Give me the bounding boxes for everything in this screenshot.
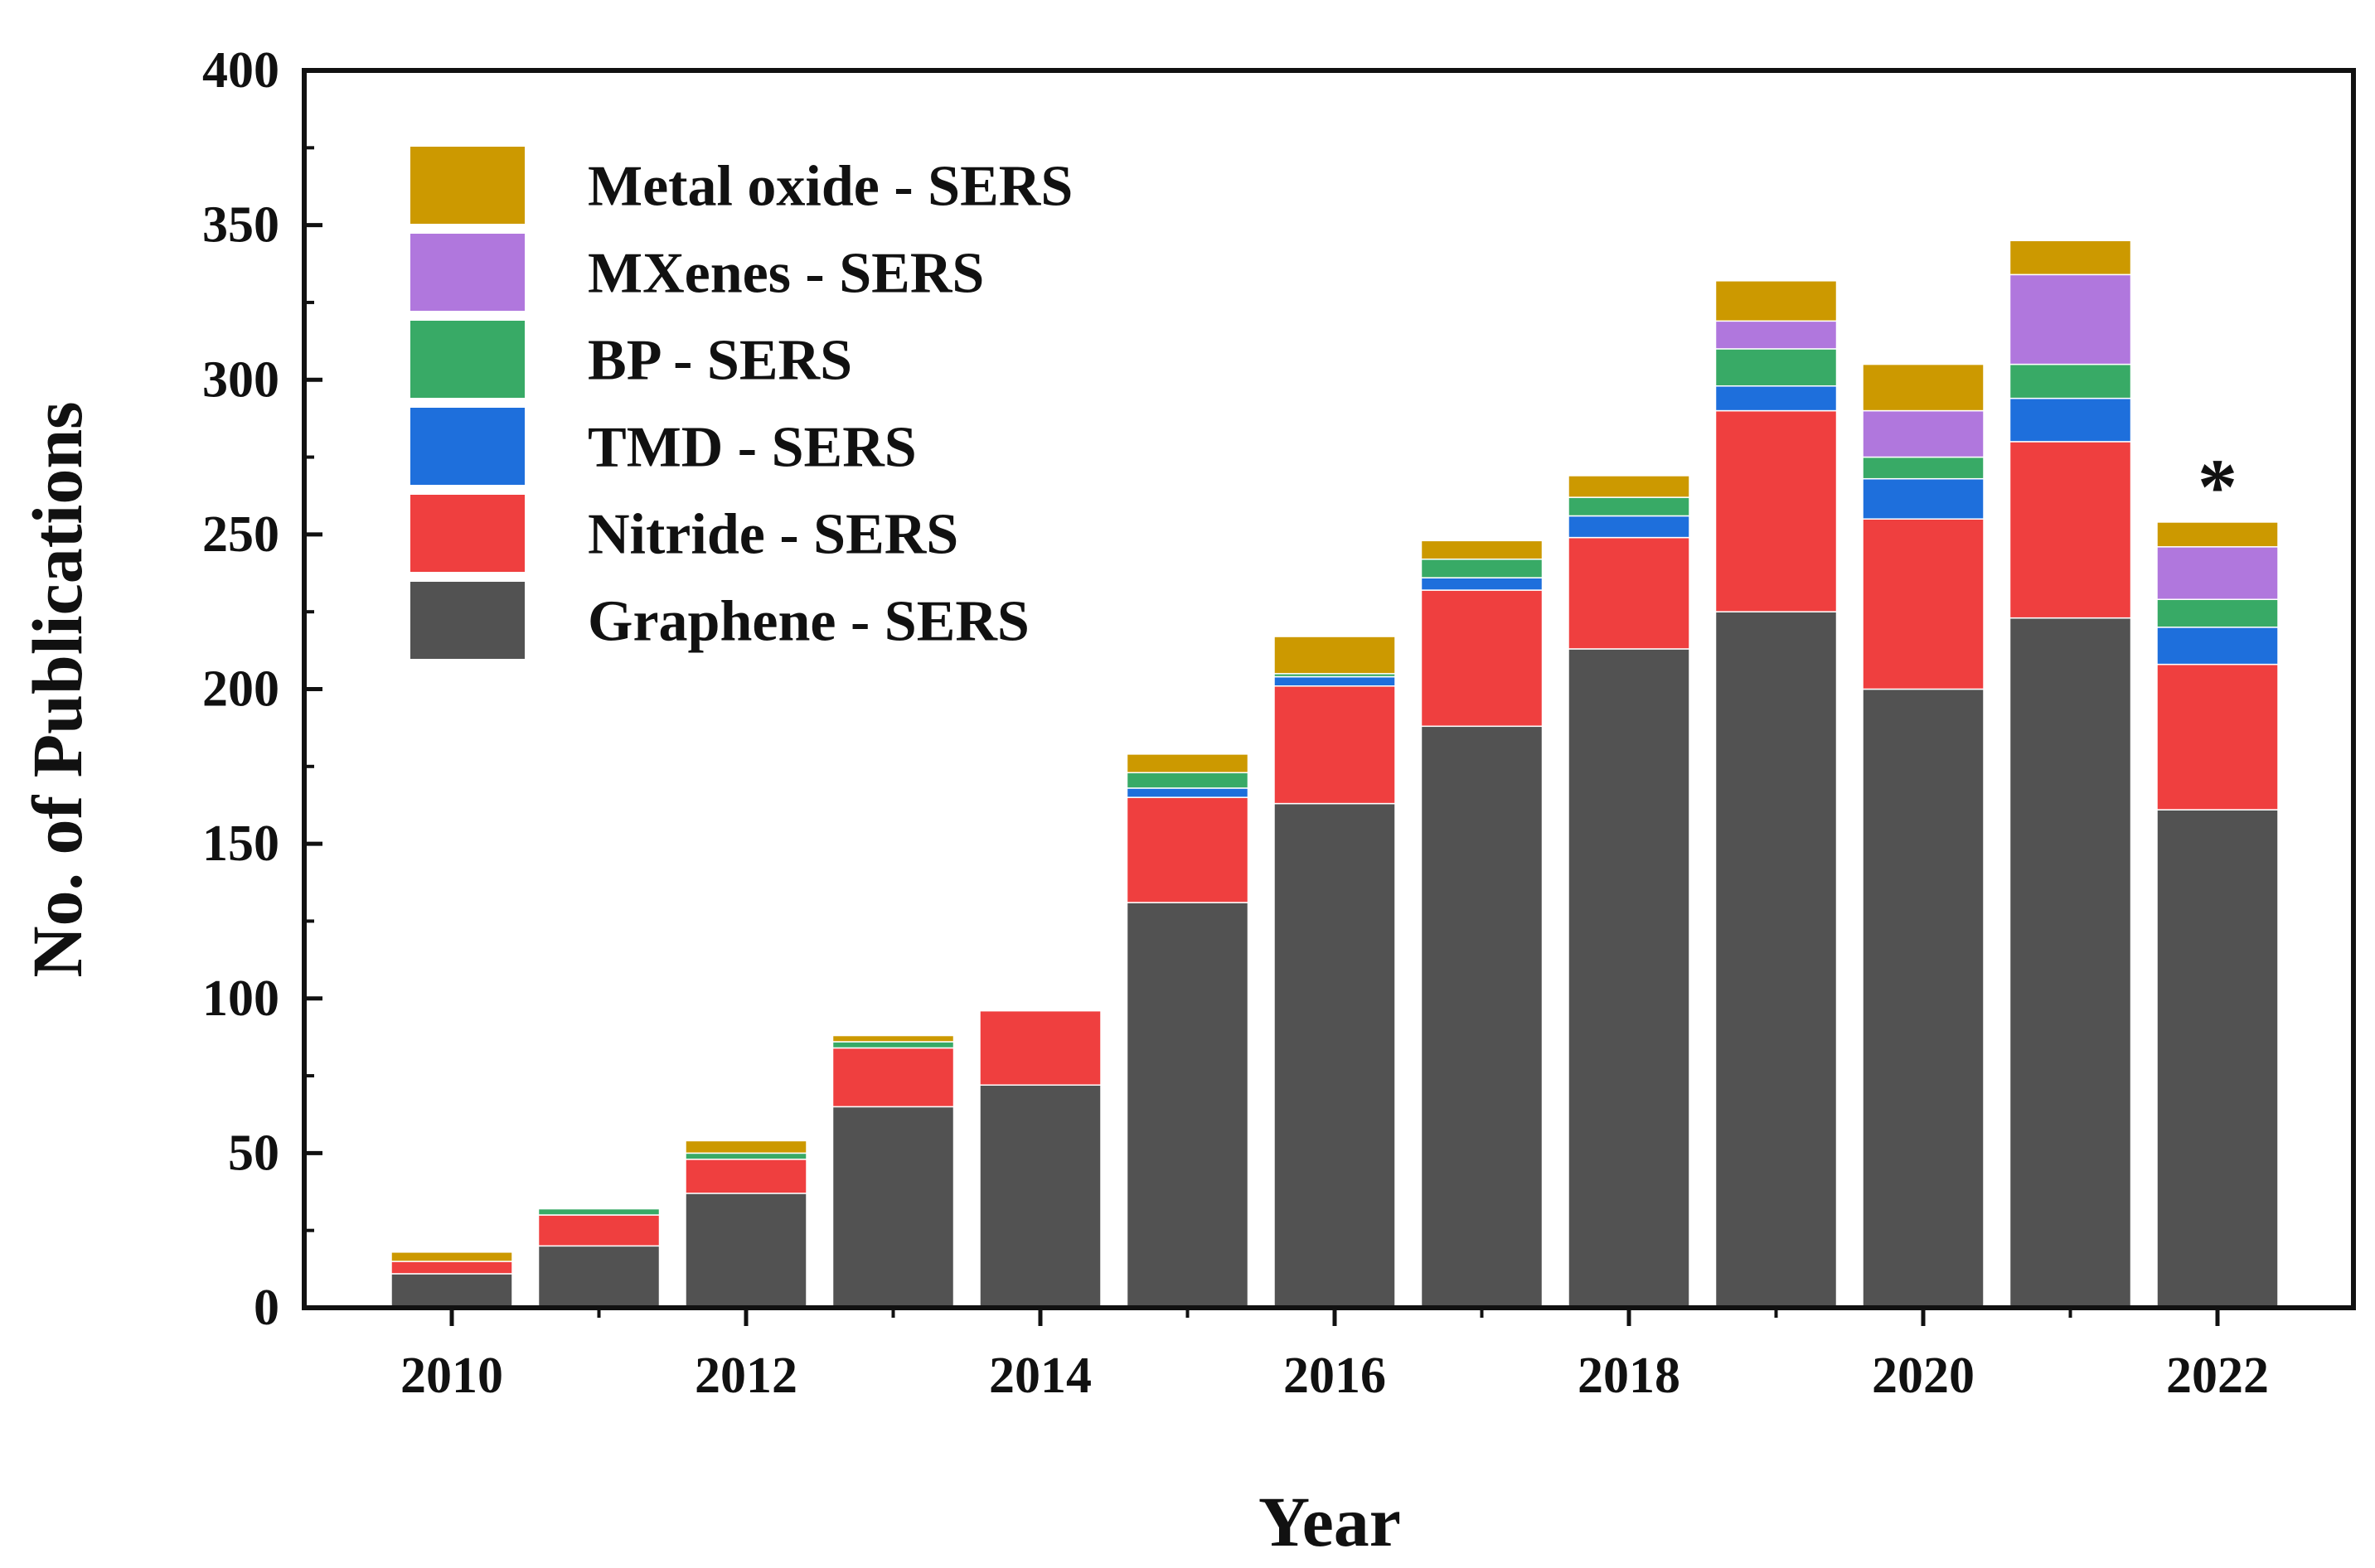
bar-2017-metal-oxide-sers <box>1420 540 1544 560</box>
bar-2021-metal-oxide-sers <box>2009 240 2132 276</box>
bar-2022-tmd-sers <box>2156 627 2279 665</box>
bar-2017-tmd-sers <box>1420 577 1544 591</box>
legend-label-graphene-sers: Graphene - SERS <box>588 590 1030 654</box>
annotation-asterisk: * <box>2198 443 2237 531</box>
bar-2021-bp-sers <box>2009 363 2132 399</box>
legend-swatch-bp-sers <box>409 319 526 399</box>
bar-2015-tmd-sers <box>1126 787 1249 798</box>
annotations-group: * <box>2198 443 2237 531</box>
bar-2019-tmd-sers <box>1714 385 1838 412</box>
bar-2019-mxenes-sers <box>1714 320 1838 350</box>
legend-swatch-nitride-sers <box>409 493 526 573</box>
x-tick-label-2010: 2010 <box>400 1348 503 1404</box>
bar-2022-graphene-sers <box>2156 809 2279 1309</box>
bar-2020-bp-sers <box>1862 456 1985 480</box>
legend-swatch-tmd-sers <box>409 406 526 486</box>
bar-2017-nitride-sers <box>1420 589 1544 728</box>
y-axis-title: No. of Publications <box>17 401 97 977</box>
y-tick-label-150: 150 <box>202 815 279 872</box>
bar-2010-nitride-sers <box>390 1261 513 1275</box>
bar-2011-bp-sers <box>537 1207 661 1216</box>
bar-2012-bp-sers <box>685 1152 807 1160</box>
bar-2017-graphene-sers <box>1420 725 1544 1309</box>
bar-2021-graphene-sers <box>2009 617 2132 1309</box>
bar-2013-graphene-sers <box>831 1106 955 1309</box>
y-tick-label-400: 400 <box>202 42 279 99</box>
legend-label-metal-oxide-sers: Metal oxide - SERS <box>588 155 1073 219</box>
bar-2013-bp-sers <box>831 1041 955 1049</box>
bar-2020-tmd-sers <box>1862 477 1985 520</box>
bar-2010-graphene-sers <box>390 1273 513 1309</box>
bar-2018-nitride-sers <box>1568 536 1690 650</box>
bar-2019-metal-oxide-sers <box>1714 280 1838 322</box>
x-tick-label-2012: 2012 <box>695 1348 797 1404</box>
bar-2015-metal-oxide-sers <box>1126 753 1249 774</box>
bar-2022-metal-oxide-sers <box>2156 521 2279 548</box>
bar-2015-bp-sers <box>1126 772 1249 789</box>
bar-2022-bp-sers <box>2156 598 2279 628</box>
legend-label-bp-sers: BP - SERS <box>588 329 852 393</box>
x-axis-title: Year <box>1258 1482 1401 1561</box>
bar-2021-mxenes-sers <box>2009 273 2132 365</box>
bar-2015-graphene-sers <box>1126 902 1249 1309</box>
bar-2021-nitride-sers <box>2009 441 2132 619</box>
x-tick-label-2016: 2016 <box>1283 1348 1386 1404</box>
bar-2014-graphene-sers <box>979 1084 1102 1309</box>
bar-2019-graphene-sers <box>1714 611 1838 1309</box>
bar-2018-metal-oxide-sers <box>1568 475 1690 498</box>
bar-2012-nitride-sers <box>685 1159 807 1194</box>
bar-2011-nitride-sers <box>537 1214 661 1247</box>
bar-2019-bp-sers <box>1714 348 1838 387</box>
bar-2016-tmd-sers <box>1273 675 1396 687</box>
bar-2020-graphene-sers <box>1862 688 1985 1309</box>
bar-2012-metal-oxide-sers <box>685 1140 807 1154</box>
y-tick-label-250: 250 <box>202 506 279 563</box>
legend-swatch-mxenes-sers <box>409 232 526 312</box>
bar-2016-graphene-sers <box>1273 802 1396 1309</box>
y-tick-label-0: 0 <box>254 1280 279 1336</box>
bar-2019-nitride-sers <box>1714 409 1838 612</box>
axes-group: 0 50 100 150 200 250 300 350 400 2010 2012 2014 2016… <box>202 42 2356 1404</box>
y-tick-label-50: 50 <box>228 1125 279 1181</box>
y-tick-label-100: 100 <box>202 970 279 1027</box>
legend-label-tmd-sers: TMD - SERS <box>588 416 917 480</box>
bar-2016-metal-oxide-sers <box>1273 636 1396 675</box>
bar-2010-metal-oxide-sers <box>390 1251 513 1262</box>
bar-2018-tmd-sers <box>1568 515 1690 539</box>
y-tick-label-300: 300 <box>202 351 279 408</box>
bar-2013-metal-oxide-sers <box>831 1034 955 1043</box>
bar-2018-graphene-sers <box>1568 648 1690 1309</box>
y-tick-label-350: 350 <box>202 197 279 254</box>
bars-group <box>390 240 2279 1309</box>
bar-2020-mxenes-sers <box>1862 409 1985 458</box>
x-tick-label-2022: 2022 <box>2166 1348 2269 1404</box>
x-tick-label-2018: 2018 <box>1578 1348 1680 1404</box>
bar-2014-nitride-sers <box>979 1009 1102 1086</box>
legend: Metal oxide - SERS MXenes - SERS BP - SERS… <box>409 145 1073 661</box>
bar-2011-graphene-sers <box>537 1245 661 1309</box>
legend-label-nitride-sers: Nitride - SERS <box>588 503 958 567</box>
x-tick-label-2014: 2014 <box>989 1348 1092 1404</box>
bar-2022-nitride-sers <box>2156 663 2279 811</box>
bar-2015-nitride-sers <box>1126 796 1249 903</box>
bar-2016-nitride-sers <box>1273 685 1396 805</box>
legend-swatch-graphene-sers <box>409 580 526 661</box>
y-tick-label-200: 200 <box>202 661 279 718</box>
legend-swatch-metal-oxide-sers <box>409 145 526 225</box>
bar-2020-nitride-sers <box>1862 518 1985 690</box>
bar-2022-mxenes-sers <box>2156 546 2279 601</box>
bar-2013-nitride-sers <box>831 1047 955 1108</box>
bar-2012-graphene-sers <box>685 1193 807 1309</box>
bar-2021-tmd-sers <box>2009 397 2132 443</box>
bar-2020-metal-oxide-sers <box>1862 363 1985 412</box>
legend-label-mxenes-sers: MXenes - SERS <box>588 242 984 306</box>
x-tick-label-2020: 2020 <box>1872 1348 1975 1404</box>
bar-2017-bp-sers <box>1420 558 1544 578</box>
bar-2018-bp-sers <box>1568 496 1690 517</box>
